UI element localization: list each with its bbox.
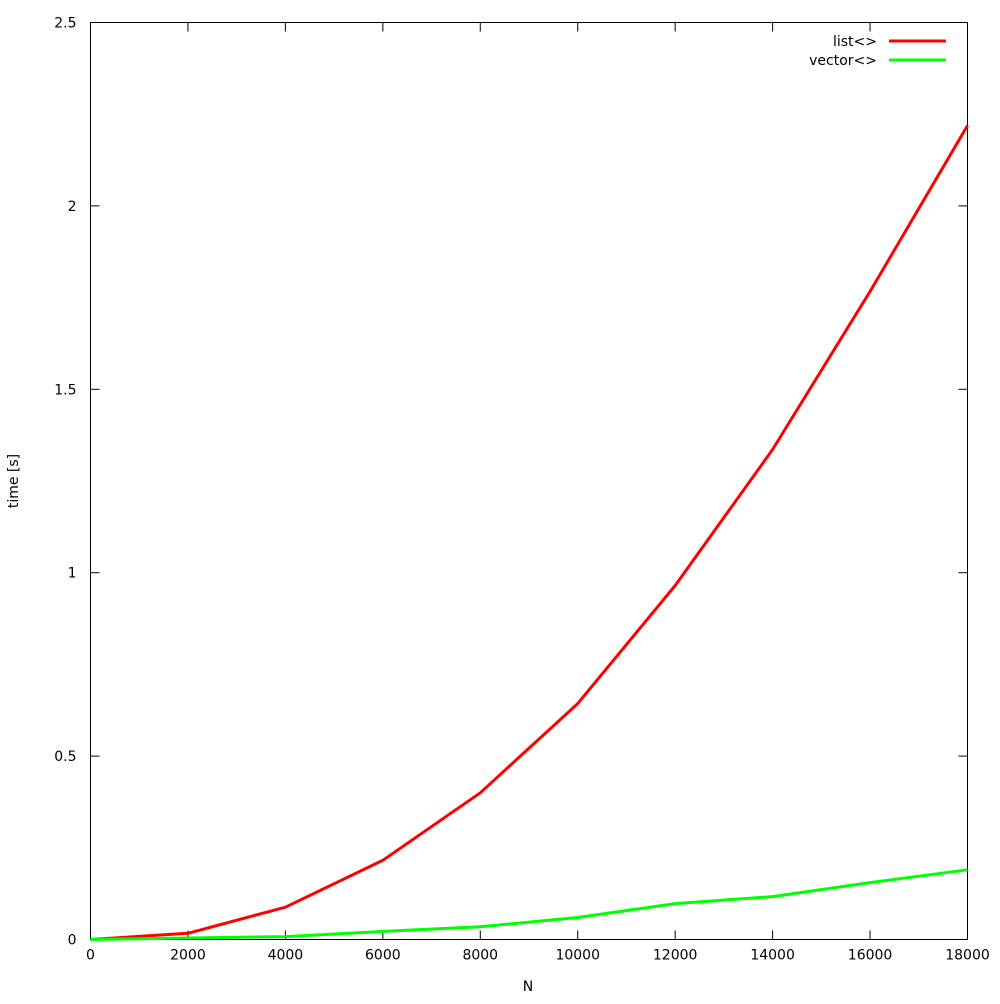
x-axis-label: N [523,979,533,995]
plot-frame [90,22,968,940]
x-tick-label: 14000 [750,948,795,964]
x-tick-label: 16000 [848,948,893,964]
x-tick-label: 12000 [653,948,698,964]
y-tick-label: 0 [68,933,77,949]
y-axis-label: time [s] [6,454,22,508]
y-tick-label: 2 [68,199,77,215]
x-tick-label: 0 [86,948,95,964]
y-tick-label: 1 [68,566,77,582]
x-tick-label: 10000 [555,948,600,964]
legend-label: list<> [833,34,877,50]
x-tick-label: 4000 [268,948,304,964]
x-tick-label: 18000 [945,948,990,964]
legend-label: vector<> [809,53,877,69]
series-line-1 [90,868,968,941]
series-line-0 [90,124,969,941]
x-tick-label: 2000 [170,948,206,964]
x-tick-label: 8000 [462,948,498,964]
y-tick-label: 2.5 [54,16,76,32]
y-tick-label: 1.5 [54,382,76,398]
x-tick-label: 6000 [365,948,401,964]
y-tick-label: 0.5 [54,749,76,765]
